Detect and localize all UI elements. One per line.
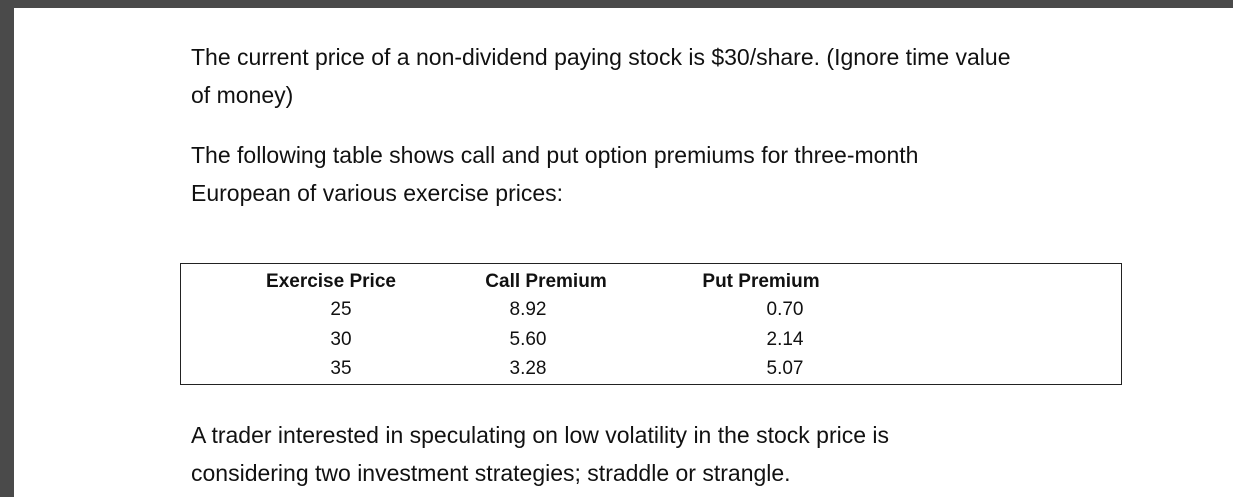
- table-description-line-2: European of various exercise prices:: [191, 180, 564, 206]
- table-cell: 0.70: [766, 299, 804, 320]
- header-exercise-price: Exercise Price: [266, 271, 396, 292]
- table-cell: 35: [330, 358, 352, 379]
- table-cell: 30: [330, 329, 352, 350]
- document-page: The current price of a non-dividend payi…: [14, 8, 1233, 497]
- strategy-paragraph: A trader interested in speculating on lo…: [191, 416, 889, 492]
- table-cell: 3.28: [509, 358, 547, 379]
- strategy-line-1: A trader interested in speculating on lo…: [191, 422, 890, 448]
- strategy-line-2: considering two investment strategies; s…: [191, 460, 791, 486]
- table-cell: 2.14: [766, 329, 804, 350]
- intro-paragraph: The current price of a non-dividend payi…: [191, 38, 1011, 114]
- table-description-line-1: The following table shows call and put o…: [191, 142, 919, 168]
- intro-line-1: The current price of a non-dividend payi…: [191, 44, 1011, 70]
- table-cell: 8.92: [509, 299, 547, 320]
- intro-line-2: of money): [191, 82, 294, 108]
- header-put-premium: Put Premium: [702, 271, 820, 292]
- table-description-paragraph: The following table shows call and put o…: [191, 136, 918, 212]
- table-cell: 5.60: [509, 329, 547, 350]
- table-cell: 25: [330, 299, 352, 320]
- option-premium-table: Exercise Price Call Premium Put Premium …: [180, 263, 1122, 385]
- header-call-premium: Call Premium: [485, 271, 607, 292]
- table-cell: 5.07: [766, 358, 804, 379]
